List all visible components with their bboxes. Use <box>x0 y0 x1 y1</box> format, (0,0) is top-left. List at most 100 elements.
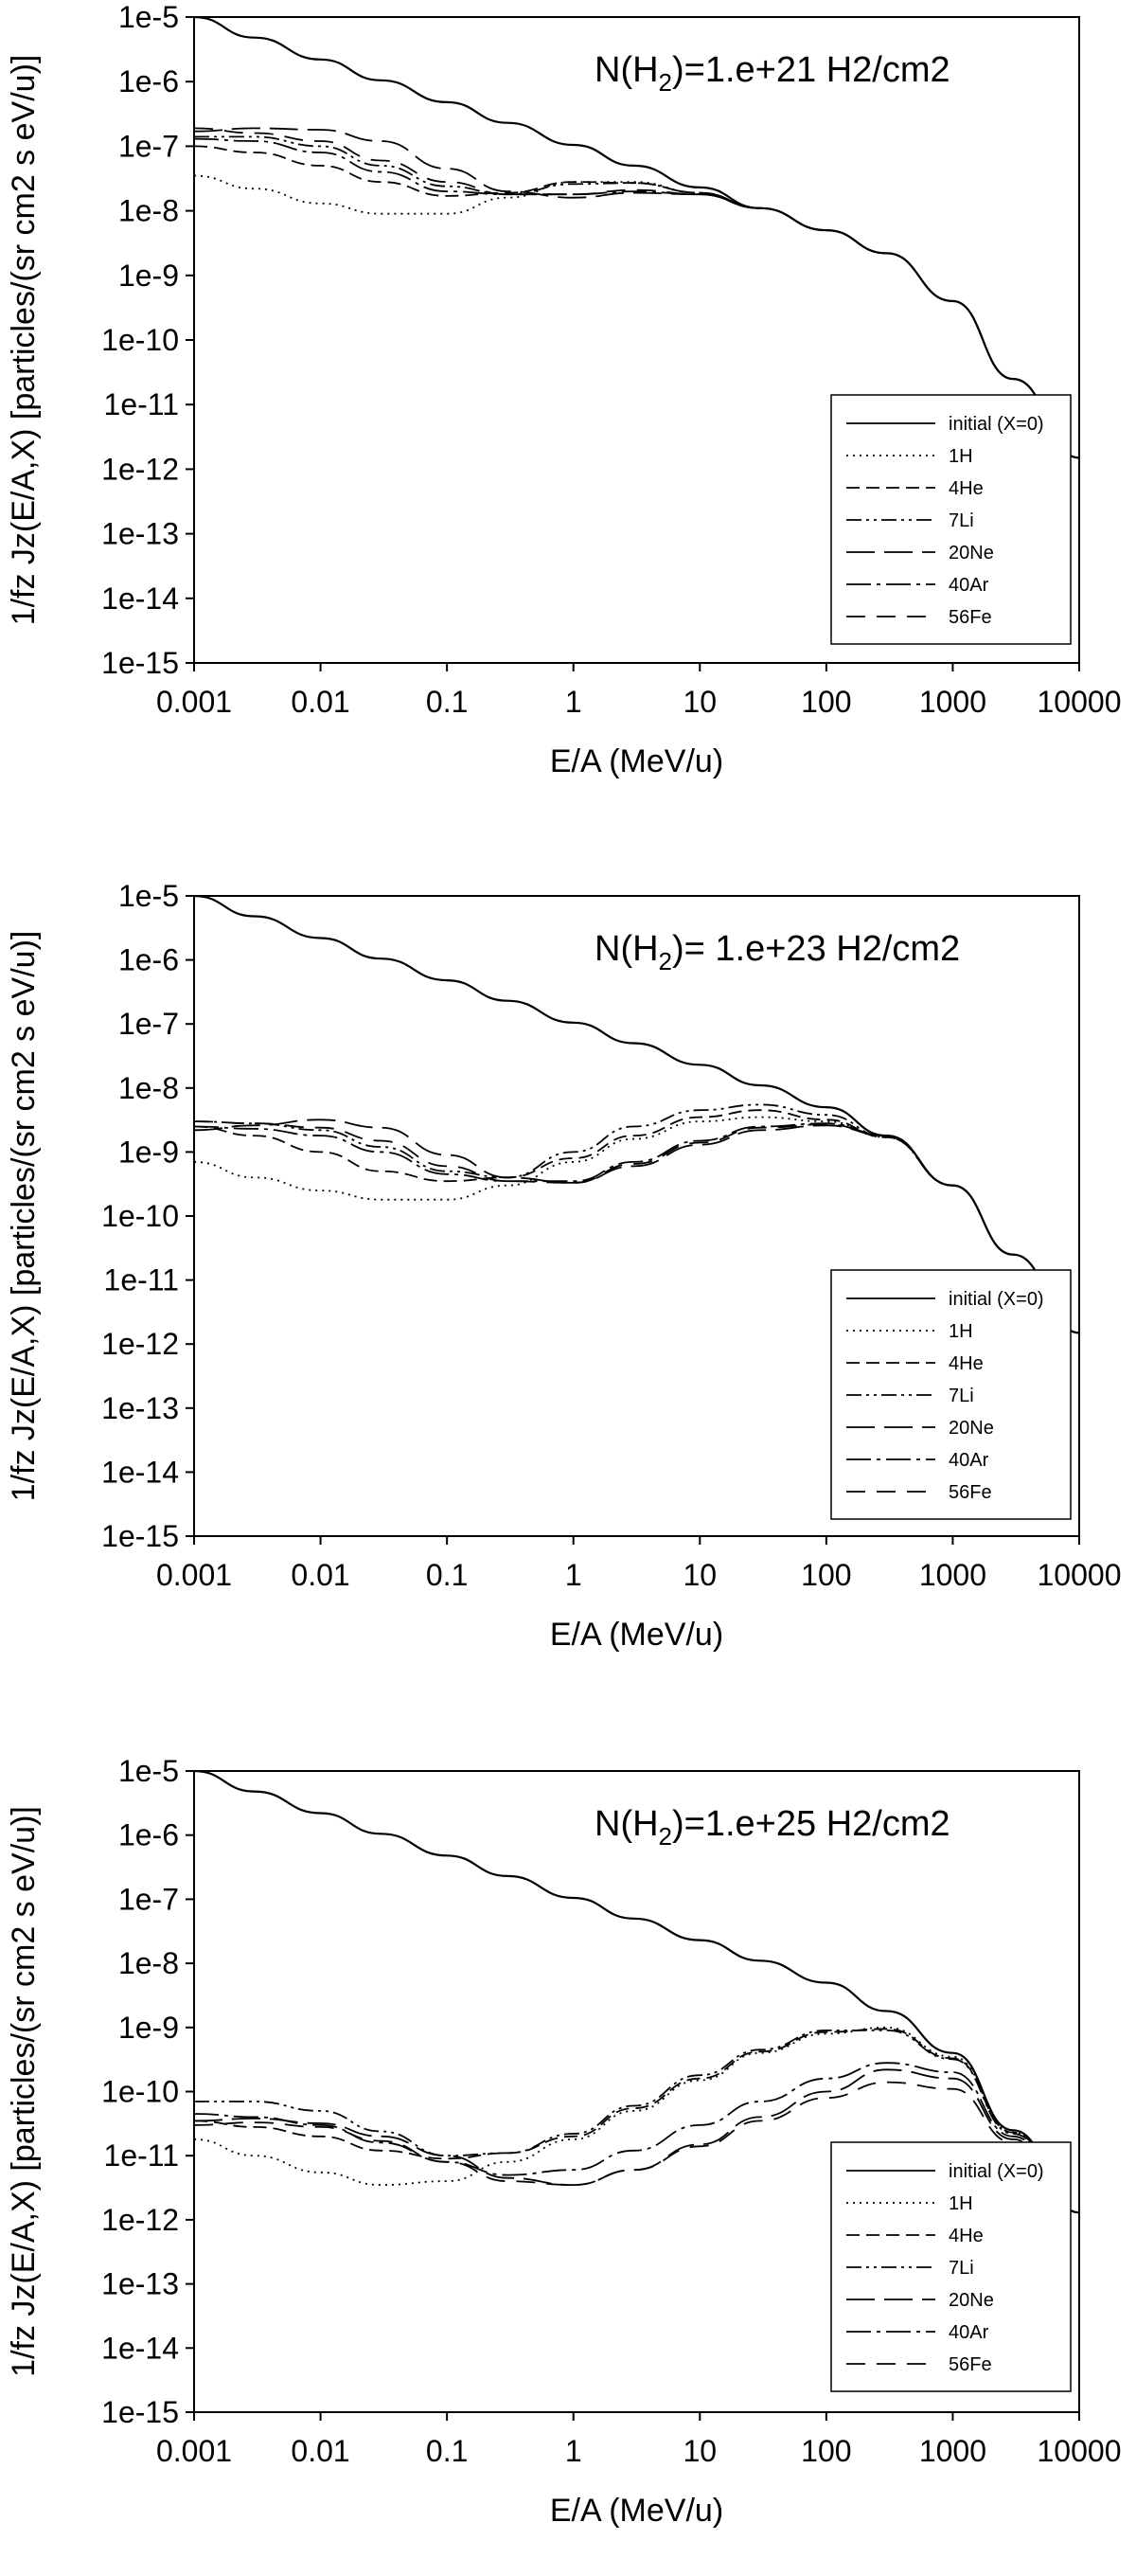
y-tick-label: 1e-14 <box>101 1455 179 1489</box>
series-line-56fe <box>194 1120 1079 1334</box>
y-tick-label: 1e-6 <box>118 1818 179 1852</box>
x-tick-label: 1000 <box>919 2434 986 2468</box>
y-tick-label: 1e-12 <box>101 1327 179 1361</box>
y-tick-label: 1e-13 <box>101 517 179 551</box>
series-group <box>194 1771 1079 2214</box>
legend-label: 1H <box>949 446 973 467</box>
column-density-annotation: N(H2)=1.e+25 H2/cm2 <box>595 1804 950 1851</box>
legend-label: 1H <box>949 2193 973 2214</box>
legend-label: 56Fe <box>949 2354 992 2375</box>
legend-label: 56Fe <box>949 607 992 628</box>
series-line-initial-x-0- <box>194 1771 1079 2214</box>
legend-label: initial (X=0) <box>949 2161 1044 2182</box>
annotation-prefix: N(H <box>595 929 659 969</box>
x-axis-title: E/A (MeV/u) <box>550 2493 723 2529</box>
x-axis-title: E/A (MeV/u) <box>550 743 723 779</box>
series-group <box>194 17 1079 459</box>
x-axis-title: E/A (MeV/u) <box>550 1617 723 1653</box>
x-tick-label: 0.001 <box>156 2434 232 2468</box>
y-tick-label: 1e-12 <box>101 452 179 486</box>
x-tick-label: 10000 <box>1038 1558 1122 1592</box>
x-tick-label: 1 <box>565 685 582 719</box>
series-line-1h <box>194 1116 1079 1334</box>
x-tick-label: 10 <box>683 1558 717 1592</box>
annotation-suffix: )=1.e+21 H2/cm2 <box>672 50 950 90</box>
chart-panel-middle: 0.001 0.01 0.1 1 10 100 1000 10000 1e-15 1e-14 1e-… <box>6 879 1121 1653</box>
series-line-7li <box>194 2029 1079 2214</box>
y-tick-label: 1e-11 <box>104 2138 179 2173</box>
series-line-56fe <box>194 127 1079 459</box>
y-axis-title: 1/fz Jz(E/A,X) [particles/(sr cm2 s eV/u… <box>6 1806 42 2377</box>
legend: initial (X=0) 1H 4He 7Li 20Ne 40Ar 56Fe <box>830 1269 1072 1520</box>
x-tick-label: 10000 <box>1038 685 1122 719</box>
x-tick-label: 0.1 <box>426 1558 468 1592</box>
legend-label: 20Ne <box>949 1418 994 1439</box>
y-tick-label: 1e-10 <box>101 2075 179 2109</box>
legend-label: 7Li <box>949 2258 974 2279</box>
legend-label: initial (X=0) <box>949 414 1044 435</box>
legend-box <box>830 394 1072 645</box>
legend-label: 40Ar <box>949 2322 989 2343</box>
y-tick-label: 1e-15 <box>101 646 179 680</box>
y-tick-label: 1e-11 <box>104 387 179 421</box>
annotation-subscript: 2 <box>659 1822 672 1851</box>
chart-panel-bottom: 0.001 0.01 0.1 1 10 100 1000 10000 1e-15 1e-14 1e-… <box>6 1754 1121 2529</box>
y-tick-label: 1e-10 <box>101 1199 179 1233</box>
x-tick-label: 100 <box>801 685 851 719</box>
legend-label: 4He <box>949 478 984 499</box>
x-tick-label: 10000 <box>1038 2434 1122 2468</box>
x-tick-label: 1000 <box>919 1558 986 1592</box>
y-tick-label: 1e-13 <box>101 2267 179 2301</box>
y-tick-label: 1e-5 <box>118 0 179 34</box>
legend-label: 4He <box>949 1353 984 1374</box>
x-tick-label: 10 <box>683 685 717 719</box>
x-tick-label: 10 <box>683 2434 717 2468</box>
y-tick-label: 1e-11 <box>104 1263 179 1297</box>
x-tick-label: 1 <box>565 1558 582 1592</box>
y-tick-label: 1e-13 <box>101 1391 179 1425</box>
chart-panel-top: 0.001 0.01 0.1 1 10 100 1000 10000 1e-15 1e-14 1e-… <box>6 0 1121 779</box>
x-tick-label: 0.1 <box>426 685 468 719</box>
x-tick-label: 100 <box>801 2434 851 2468</box>
y-tick-label: 1e-15 <box>101 1519 179 1553</box>
y-tick-label: 1e-9 <box>118 2011 179 2045</box>
legend-box <box>830 2141 1072 2392</box>
annotation-subscript: 2 <box>659 68 672 97</box>
y-tick-label: 1e-5 <box>118 1754 179 1788</box>
annotation-suffix: )=1.e+25 H2/cm2 <box>672 1804 950 1844</box>
y-tick-label: 1e-7 <box>118 1007 179 1041</box>
series-line-56fe <box>194 2081 1079 2214</box>
annotation-subscript: 2 <box>659 947 672 975</box>
y-tick-label: 1e-8 <box>118 1071 179 1105</box>
y-tick-label: 1e-12 <box>101 2203 179 2237</box>
legend-label: 40Ar <box>949 1450 989 1471</box>
y-axis-title: 1/fz Jz(E/A,X) [particles/(sr cm2 s eV/u… <box>6 931 42 1502</box>
series-line-20ne <box>194 2068 1079 2214</box>
y-tick-label: 1e-5 <box>118 879 179 913</box>
x-tick-label: 100 <box>801 1558 851 1592</box>
x-tick-label: 0.001 <box>156 1558 232 1592</box>
x-tick-label: 0.01 <box>291 1558 349 1592</box>
legend-label: 20Ne <box>949 2290 994 2311</box>
x-tick-label: 1 <box>565 2434 582 2468</box>
legend-label: 1H <box>949 1321 973 1342</box>
legend-label: 4He <box>949 2226 984 2246</box>
y-axis-title: 1/fz Jz(E/A,X) [particles/(sr cm2 s eV/u… <box>6 55 42 626</box>
x-tick-label: 0.01 <box>291 2434 349 2468</box>
legend-label: 40Ar <box>949 575 989 596</box>
y-tick-label: 1e-10 <box>101 323 179 357</box>
legend-label: 20Ne <box>949 543 994 564</box>
y-tick-label: 1e-9 <box>118 259 179 293</box>
series-group <box>194 896 1079 1334</box>
legend-label: 56Fe <box>949 1482 992 1503</box>
y-tick-label: 1e-14 <box>101 581 179 616</box>
y-tick-label: 1e-6 <box>118 64 179 98</box>
x-tick-label: 0.001 <box>156 685 232 719</box>
y-tick-label: 1e-6 <box>118 943 179 977</box>
y-tick-label: 1e-9 <box>118 1135 179 1169</box>
legend-label: 7Li <box>949 510 974 531</box>
annotation-prefix: N(H <box>595 1804 659 1844</box>
series-line-4he <box>194 2028 1079 2214</box>
y-tick-label: 1e-7 <box>118 1882 179 1916</box>
